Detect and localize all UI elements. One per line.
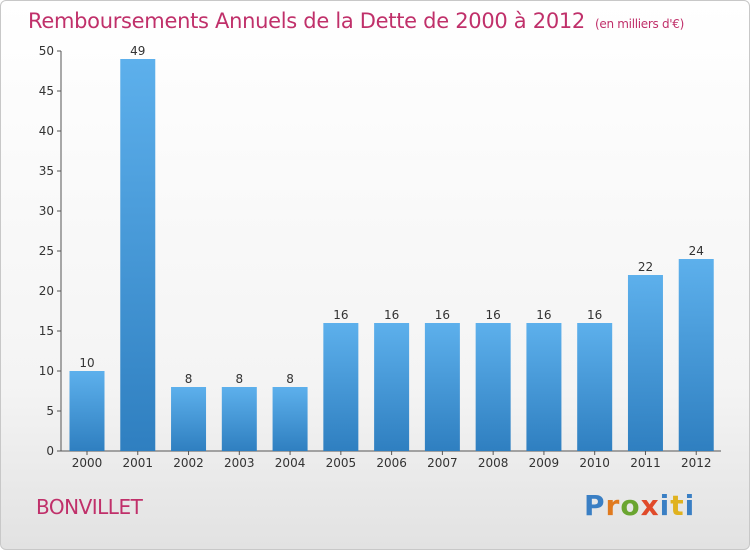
bar — [171, 387, 207, 451]
logo-letter: t — [670, 489, 685, 522]
logo-letter: o — [620, 489, 641, 522]
x-tick-label: 2012 — [681, 456, 712, 470]
bar-value-label: 16 — [587, 308, 602, 322]
x-tick-label: 2007 — [427, 456, 458, 470]
y-tick-label: 50 — [39, 44, 54, 58]
bar-value-label: 16 — [435, 308, 450, 322]
commune-name: BONVILLET — [36, 495, 143, 519]
bar — [374, 323, 410, 451]
logo-letter: i — [684, 489, 696, 522]
y-tick-label: 40 — [39, 124, 54, 138]
y-tick-label: 20 — [39, 284, 54, 298]
bar — [120, 59, 156, 451]
y-tick-label: 0 — [46, 444, 54, 458]
x-tick-label: 2003 — [224, 456, 255, 470]
logo-letter: i — [659, 489, 671, 522]
bar-value-label: 16 — [486, 308, 501, 322]
bar — [577, 323, 613, 451]
bar-value-label: 10 — [79, 356, 94, 370]
logo-letter: x — [640, 489, 660, 522]
bar-value-label: 8 — [235, 372, 243, 386]
bar — [69, 371, 105, 451]
bar — [323, 323, 359, 451]
bar-value-label: 16 — [333, 308, 348, 322]
y-tick-label: 10 — [39, 364, 54, 378]
bar-value-label: 8 — [185, 372, 193, 386]
bar — [475, 323, 511, 451]
x-tick-label: 2006 — [376, 456, 407, 470]
y-tick-label: 5 — [46, 404, 54, 418]
unit-label: (en milliers d'€) — [595, 17, 685, 31]
bar — [526, 323, 562, 451]
bar-value-label: 16 — [384, 308, 399, 322]
x-tick-label: 2010 — [579, 456, 610, 470]
x-tick-label: 2002 — [173, 456, 204, 470]
y-tick-label: 30 — [39, 204, 54, 218]
title-text: Remboursements Annuels de la Dette de 20… — [28, 9, 585, 33]
bar — [678, 259, 714, 451]
y-tick-label: 35 — [39, 164, 54, 178]
x-tick-label: 2004 — [275, 456, 306, 470]
bar-value-label: 24 — [689, 244, 704, 258]
bar-value-label: 49 — [130, 44, 145, 58]
x-tick-label: 2009 — [529, 456, 560, 470]
bar-value-label: 22 — [638, 260, 653, 274]
y-tick-label: 25 — [39, 244, 54, 258]
x-tick-label: 2008 — [478, 456, 509, 470]
proxiti-logo: Proxiti — [584, 489, 695, 522]
y-tick-label: 15 — [39, 324, 54, 338]
y-tick-label: 45 — [39, 84, 54, 98]
bar — [221, 387, 257, 451]
x-tick-label: 2011 — [630, 456, 661, 470]
logo-letter: P — [584, 489, 606, 522]
x-tick-label: 2001 — [122, 456, 153, 470]
bar — [272, 387, 308, 451]
x-tick-label: 2005 — [326, 456, 357, 470]
bar-value-label: 8 — [286, 372, 294, 386]
logo-letter: r — [605, 489, 621, 522]
x-tick-label: 2000 — [72, 456, 103, 470]
bar — [424, 323, 460, 451]
bar-value-label: 16 — [536, 308, 551, 322]
bar — [627, 275, 663, 451]
chart-title: Remboursements Annuels de la Dette de 20… — [28, 9, 684, 33]
